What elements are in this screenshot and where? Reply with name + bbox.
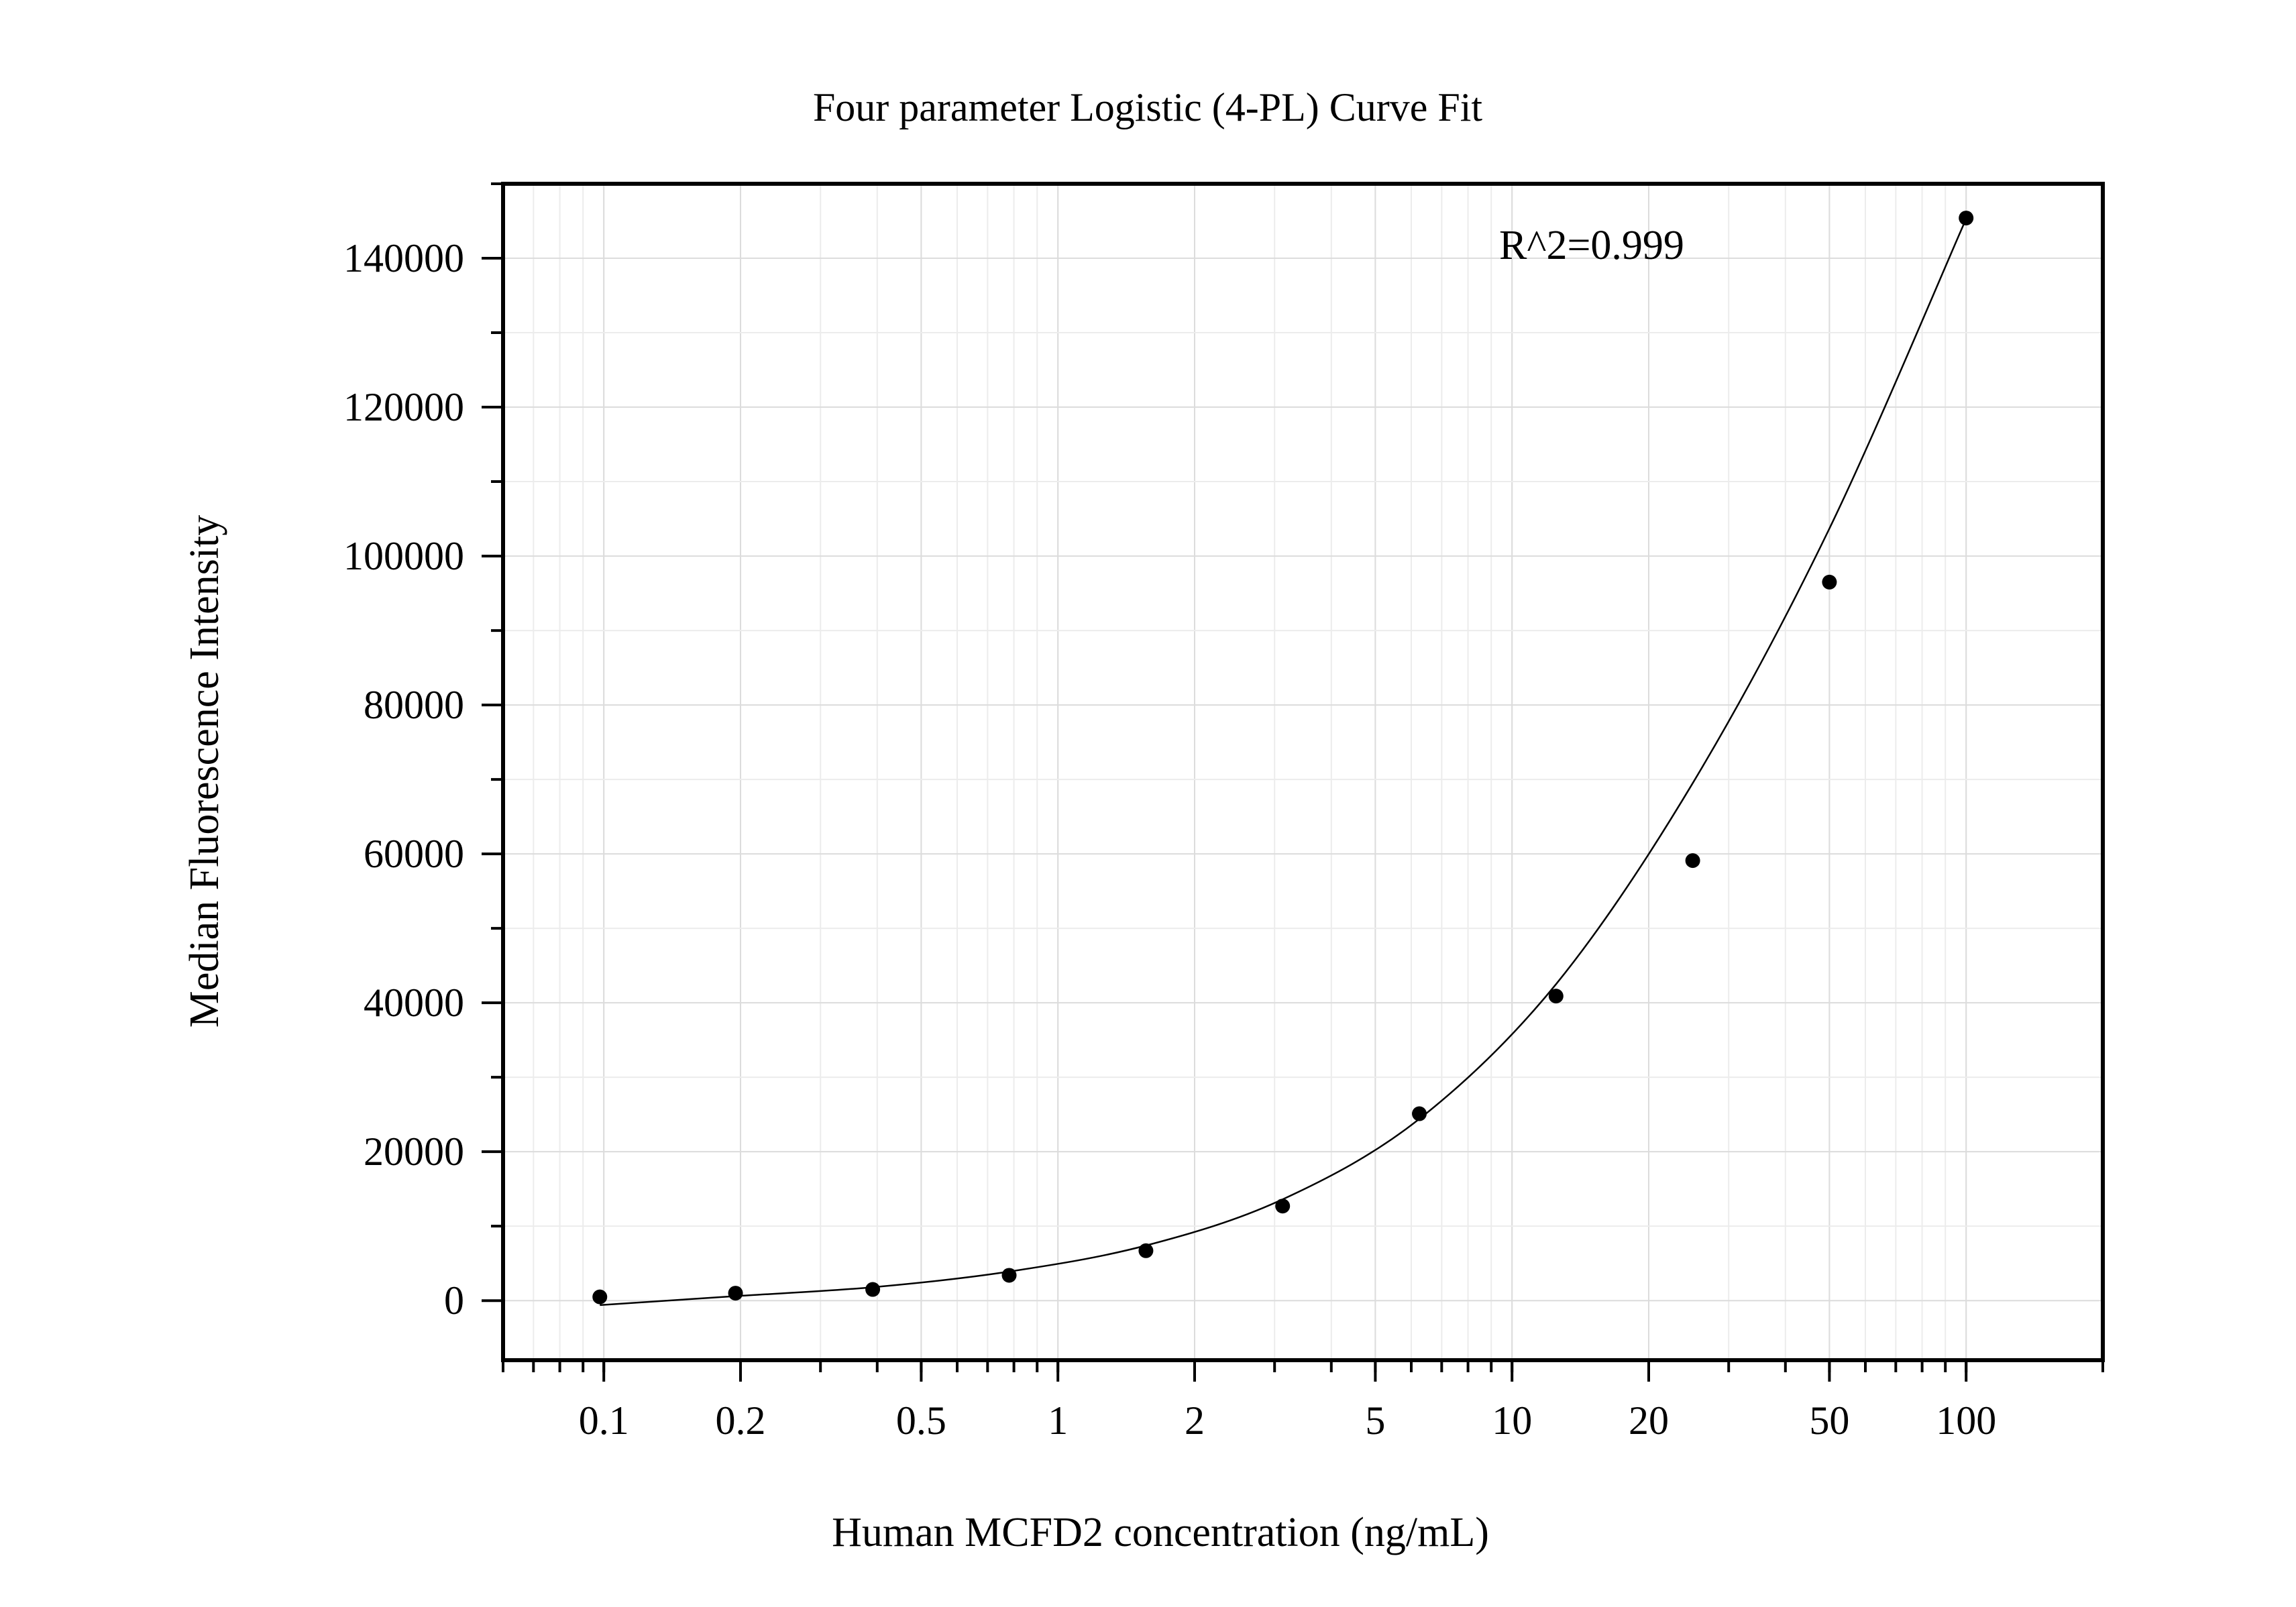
data-point [1138, 1243, 1154, 1258]
data-point [1822, 574, 1837, 590]
label-layer: Four parameter Logistic (4-PL) Curve Fit… [182, 85, 1996, 1555]
x-tick-label: 1 [1048, 1398, 1068, 1443]
x-tick-label: 0.2 [715, 1398, 765, 1443]
y-tick-label: 60000 [364, 832, 464, 876]
fit-layer [600, 218, 1967, 1307]
r-squared-annotation: R^2=0.999 [1499, 223, 1684, 268]
x-axis-label: Human MCFD2 concentration (ng/mL) [832, 1510, 1489, 1555]
y-tick-label: 80000 [364, 683, 464, 727]
data-point [592, 1289, 608, 1305]
y-tick-label: 100000 [343, 534, 464, 578]
y-tick-label: 0 [444, 1278, 464, 1323]
data-point [1412, 1106, 1427, 1121]
x-tick-label: 50 [1809, 1398, 1849, 1443]
plot-frame [501, 182, 2105, 1362]
data-point [1685, 853, 1700, 869]
grid-layer [502, 183, 2103, 1360]
y-tick-label: 40000 [364, 981, 464, 1025]
x-tick-label: 2 [1185, 1398, 1205, 1443]
y-tick-label: 140000 [343, 236, 464, 280]
data-point [1275, 1199, 1291, 1214]
point-layer [592, 211, 1974, 1305]
y-tick-label: 120000 [343, 385, 464, 429]
y-tick-label: 20000 [364, 1129, 464, 1174]
x-tick-label: 100 [1936, 1398, 1996, 1443]
fit-curve [600, 218, 1967, 1307]
x-tick-label: 0.5 [896, 1398, 946, 1443]
tick-layer [482, 182, 2104, 1382]
x-tick-label: 0.1 [579, 1398, 629, 1443]
y-axis-label: Median Fluorescence Intensity [182, 515, 227, 1028]
data-point [1548, 989, 1564, 1004]
data-point [865, 1282, 881, 1297]
x-tick-label: 5 [1365, 1398, 1385, 1443]
chart-title: Four parameter Logistic (4-PL) Curve Fit [813, 85, 1482, 129]
x-tick-label: 20 [1629, 1398, 1669, 1443]
data-point [1001, 1268, 1017, 1283]
data-point [1959, 211, 1974, 226]
frame-layer [501, 182, 2105, 1362]
x-tick-label: 10 [1492, 1398, 1532, 1443]
data-point [728, 1286, 743, 1301]
